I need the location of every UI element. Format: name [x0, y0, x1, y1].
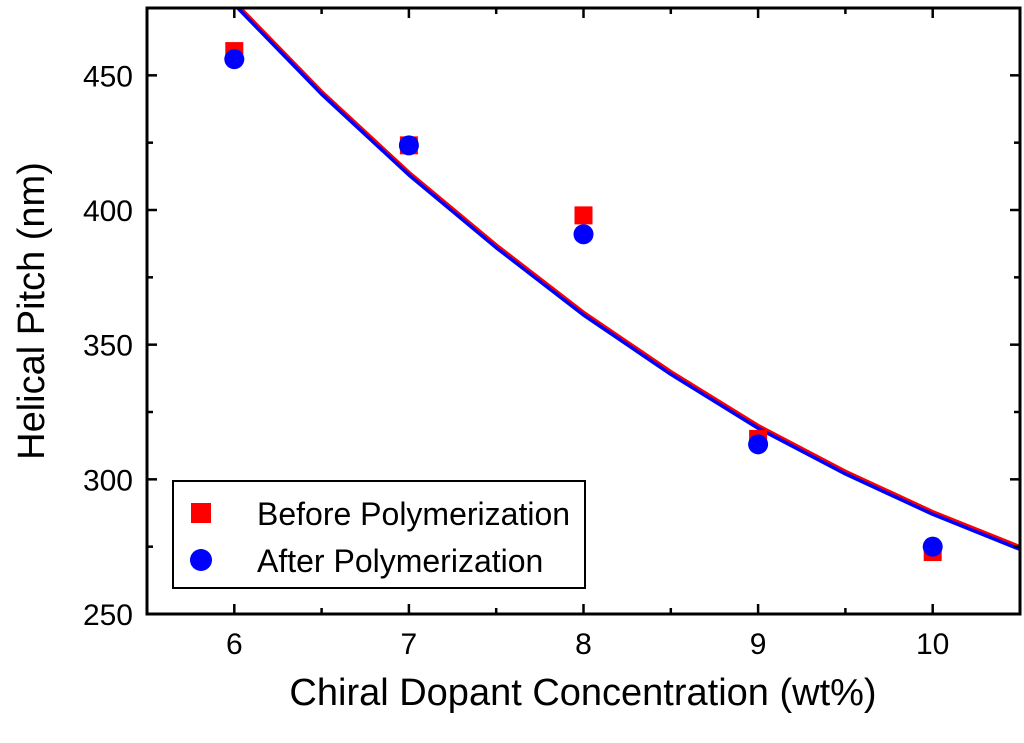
- x-tick-label: 8: [575, 628, 592, 661]
- x-tick-label: 7: [401, 628, 418, 661]
- legend-box: [172, 480, 586, 589]
- x-tick-label: 6: [226, 628, 243, 661]
- x-axis-title: Chiral Dopant Concentration (wt%): [289, 672, 876, 714]
- fit-lines: [235, 8, 1020, 552]
- y-tick-label: 450: [83, 60, 133, 93]
- fit-line-before: [237, 8, 1020, 549]
- y-tick-label: 400: [83, 195, 133, 228]
- y-tick-label: 350: [83, 330, 133, 363]
- point-after-2: [573, 224, 594, 245]
- x-tick-labels: 6 7 8 9 10: [226, 628, 949, 661]
- point-after-0: [224, 49, 245, 70]
- legend-label-after: After Polymerization: [257, 543, 543, 579]
- point-after-3: [748, 434, 769, 455]
- legend: Before Polymerization After Polymerizati…: [172, 480, 586, 589]
- legend-marker-after: [190, 549, 212, 571]
- legend-label-before: Before Polymerization: [257, 496, 570, 532]
- point-after-4: [922, 536, 943, 557]
- point-after-1: [398, 135, 419, 156]
- y-tick-labels: 250 300 350 400 450: [83, 60, 133, 632]
- point-before-2: [574, 206, 593, 225]
- fit-line-after: [235, 8, 1020, 552]
- x-tick-label: 10: [916, 628, 949, 661]
- y-tick-label: 300: [83, 464, 133, 497]
- legend-marker-before: [191, 503, 211, 523]
- data-points: [224, 42, 943, 562]
- y-axis-title: Helical Pitch (nm): [11, 162, 53, 460]
- x-tick-label: 9: [750, 628, 767, 661]
- axis-ticks: [145, 6, 1022, 616]
- y-tick-label: 250: [83, 599, 133, 632]
